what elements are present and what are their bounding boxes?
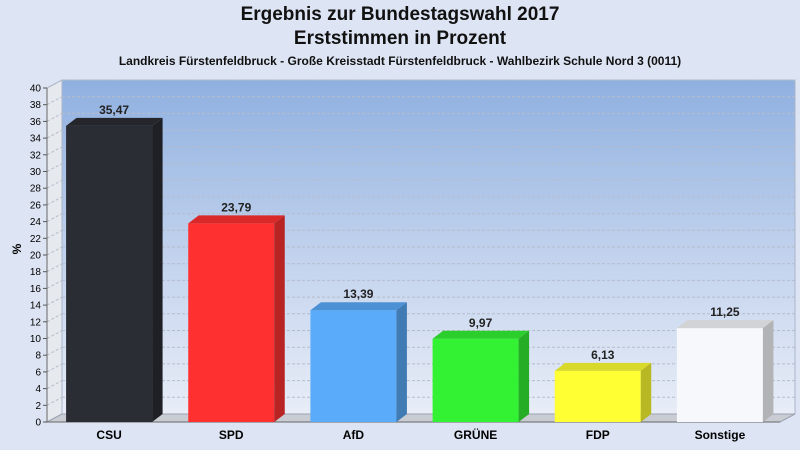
data-label: 9,97 <box>469 316 493 330</box>
y-tick-label: 40 <box>30 84 42 95</box>
y-tick-label: 2 <box>35 401 41 412</box>
chart-subsubtitle: Landkreis Fürstenfeldbruck - Große Kreis… <box>118 54 682 68</box>
gridline-side <box>46 380 63 390</box>
gridline-side <box>46 346 63 356</box>
gridline-side <box>46 246 63 256</box>
gridline-side <box>46 396 63 406</box>
y-tick-label: 34 <box>30 134 42 145</box>
gridline-side <box>46 163 63 172</box>
y-tick-label: 4 <box>35 384 41 395</box>
data-label: 11,25 <box>710 305 740 319</box>
y-tick-label: 32 <box>30 150 42 161</box>
bar-side-face <box>396 302 407 422</box>
bar-side-face <box>762 320 774 422</box>
bar-csu <box>66 125 153 422</box>
x-tick-label: SPD <box>219 428 244 442</box>
y-tick-label: 18 <box>30 267 42 278</box>
y-axis-label: % <box>10 243 24 254</box>
data-label: 23,79 <box>221 200 251 214</box>
gridline-side <box>46 296 63 306</box>
gridline-side <box>46 179 63 189</box>
gridline-side <box>46 112 63 122</box>
y-tick-label: 6 <box>35 367 41 378</box>
data-label: 6,13 <box>591 348 615 362</box>
bar-side-face <box>274 215 285 422</box>
gridline-side <box>46 279 63 289</box>
y-tick-label: 12 <box>30 317 42 328</box>
data-label: 35,47 <box>99 103 129 117</box>
chart-subtitle: Erststimmen in Prozent <box>293 28 507 49</box>
x-tick-label: CSU <box>96 428 121 442</box>
gridline-side <box>46 263 63 273</box>
y-tick-label: 36 <box>30 117 42 128</box>
gridline-side <box>46 363 63 373</box>
y-tick-label: 24 <box>30 217 42 228</box>
gridline-side <box>46 313 63 323</box>
gridline-side <box>46 196 63 206</box>
bar-top-face <box>676 320 774 329</box>
bar-top-face <box>432 330 530 339</box>
gridline-side <box>46 96 63 106</box>
bar-top-face <box>66 117 163 126</box>
bar-top-face <box>554 362 652 371</box>
x-tick-label: FDP <box>586 428 610 442</box>
data-label: 13,39 <box>343 287 373 301</box>
bar-side-face <box>640 362 652 422</box>
bar-fdp <box>554 370 641 422</box>
y-tick-label: 26 <box>30 200 42 211</box>
gridline-side <box>46 213 63 223</box>
x-tick-label: AfD <box>343 428 365 442</box>
bar-afd <box>310 310 397 422</box>
bar-top-face <box>188 215 285 224</box>
chart-title: Ergebnis zur Bundestagswahl 2017 <box>240 4 560 25</box>
y-tick-label: 38 <box>30 100 42 111</box>
bar-grüne <box>432 338 519 422</box>
y-tick-label: 16 <box>30 284 42 295</box>
x-tick-label: GRÜNE <box>454 427 497 442</box>
y-tick-label: 0 <box>35 418 41 429</box>
bar-top-face <box>310 302 407 311</box>
gridline-side <box>46 129 63 139</box>
y-tick-label: 14 <box>30 301 42 312</box>
gridline-side <box>46 330 63 339</box>
y-tick-label: 20 <box>30 251 42 262</box>
x-tick-label: Sonstige <box>695 428 746 442</box>
bar-side-face <box>152 117 163 422</box>
y-tick-label: 28 <box>30 184 42 195</box>
y-tick-label: 8 <box>35 351 41 362</box>
gridline-side <box>46 146 63 156</box>
bar-side-face <box>518 330 530 422</box>
y-tick-label: 22 <box>30 234 42 245</box>
gridline-side <box>46 229 63 239</box>
y-tick-label: 30 <box>30 167 42 178</box>
gridline-side <box>46 79 63 89</box>
bar-spd <box>188 223 275 422</box>
bar-sonstige <box>676 328 763 422</box>
y-tick-label: 10 <box>30 334 42 345</box>
